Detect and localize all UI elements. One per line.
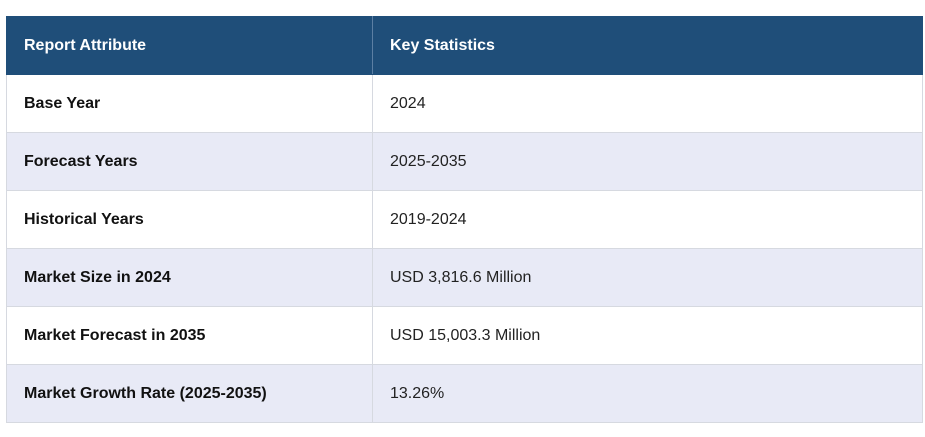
table-row: Base Year 2024 (6, 74, 923, 133)
row-attribute: Forecast Years (6, 132, 373, 191)
table-row: Market Size in 2024 USD 3,816.6 Million (6, 248, 923, 307)
row-value: USD 15,003.3 Million (372, 306, 923, 365)
row-value: 13.26% (372, 364, 923, 423)
table-header-row: Report Attribute Key Statistics (6, 16, 923, 75)
table-row: Market Forecast in 2035 USD 15,003.3 Mil… (6, 306, 923, 365)
row-attribute: Base Year (6, 74, 373, 133)
row-value: 2025-2035 (372, 132, 923, 191)
header-report-attribute: Report Attribute (6, 16, 373, 75)
row-attribute: Historical Years (6, 190, 373, 249)
table-row: Historical Years 2019-2024 (6, 190, 923, 249)
row-value: 2019-2024 (372, 190, 923, 249)
row-attribute: Market Growth Rate (2025-2035) (6, 364, 373, 423)
table-row: Forecast Years 2025-2035 (6, 132, 923, 191)
row-attribute: Market Size in 2024 (6, 248, 373, 307)
row-value: 2024 (372, 74, 923, 133)
row-value: USD 3,816.6 Million (372, 248, 923, 307)
report-attributes-table: Report Attribute Key Statistics Base Yea… (6, 16, 923, 423)
header-key-statistics: Key Statistics (372, 16, 923, 75)
table-row: Market Growth Rate (2025-2035) 13.26% (6, 364, 923, 423)
report-table-container: Report Attribute Key Statistics Base Yea… (6, 16, 923, 423)
row-attribute: Market Forecast in 2035 (6, 306, 373, 365)
